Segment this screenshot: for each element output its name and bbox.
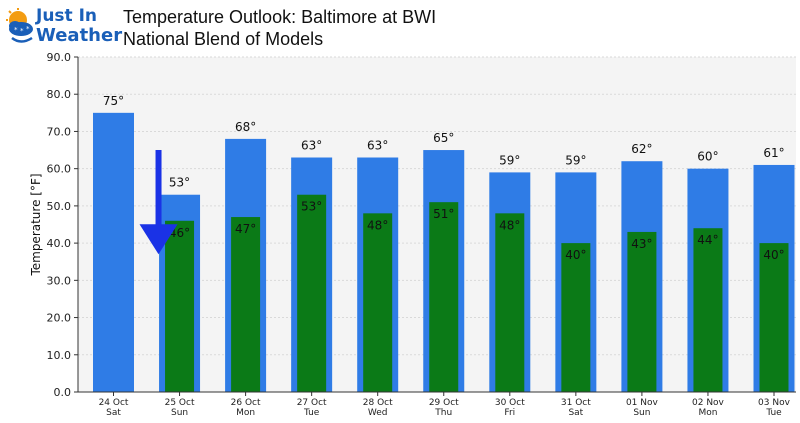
y-tick-label: 80.0 (47, 88, 72, 101)
x-tick-label-day: Sat (568, 408, 583, 418)
low-temp-label: 40° (763, 248, 784, 262)
down-arrow-head (139, 224, 178, 255)
low-temp-label: 40° (565, 248, 586, 262)
logo-text-line1: Just In (36, 6, 98, 26)
low-temp-label: 47° (235, 222, 256, 236)
value-labels: 75°53°46°68°47°63°53°63°48°65°51°59°48°5… (103, 94, 785, 262)
y-tick-label: 60.0 (47, 163, 72, 176)
high-temp-bar (93, 112, 134, 392)
x-tick-label-date: 27 Oct (297, 398, 327, 408)
x-tick-label-day: Mon (698, 408, 717, 418)
y-tick-label: 40.0 (47, 237, 72, 250)
low-temp-label: 48° (367, 218, 388, 232)
high-temp-label: 60° (697, 150, 718, 164)
chart-subtitle: National Blend of Models (123, 29, 324, 49)
logo: * * * Just In Weather (6, 6, 122, 48)
x-tick-label-day: Tue (303, 408, 320, 418)
low-temp-label: 43° (631, 237, 652, 251)
x-tick-label-day: Wed (368, 408, 388, 418)
x-tick-label-date: 01 Nov (626, 398, 659, 408)
svg-text:*: * (20, 27, 24, 35)
x-tick-label-date: 28 Oct (363, 398, 393, 408)
low-temp-label: 44° (697, 233, 718, 247)
low-temp-label: 48° (499, 218, 520, 232)
high-temp-label: 59° (565, 153, 586, 167)
x-tick-label-day: Sat (106, 408, 121, 418)
low-temp-bar (495, 213, 525, 392)
high-temp-label: 59° (499, 153, 520, 167)
y-tick-label: 90.0 (47, 51, 72, 64)
sun-cloud-icon: * * * (6, 8, 33, 43)
x-tick-label-day: Mon (236, 408, 255, 418)
logo-text-line2: Weather (36, 25, 123, 46)
y-tick-label: 70.0 (47, 125, 72, 138)
high-temp-label: 63° (367, 139, 388, 153)
x-tick-label-date: 03 Nov (758, 398, 791, 408)
low-temp-bar (627, 231, 657, 392)
annotations (139, 150, 178, 255)
x-tick-label-date: 24 Oct (99, 398, 129, 408)
high-temp-label: 62° (631, 142, 652, 156)
high-temp-label: 75° (103, 94, 124, 108)
high-temp-label: 63° (301, 139, 322, 153)
high-temp-label: 65° (433, 131, 454, 145)
low-temp-label: 51° (433, 207, 454, 221)
x-tick-label-day: Sun (171, 408, 188, 418)
low-temp-label: 53° (301, 200, 322, 214)
svg-text:*: * (14, 26, 18, 34)
x-tick-label-date: 26 Oct (231, 398, 261, 408)
y-tick-label: 30.0 (47, 274, 72, 287)
x-tick-label-day: Fri (504, 408, 515, 418)
x-tick-label-date: 31 Oct (561, 398, 591, 408)
low-temp-bar (165, 220, 195, 392)
y-tick-label: 20.0 (47, 312, 72, 325)
high-temp-label: 61° (763, 146, 784, 160)
low-temp-bar (363, 213, 393, 392)
low-temp-bar (297, 194, 327, 392)
y-tick-label: 0.0 (54, 386, 72, 399)
x-tick-label-date: 02 Nov (692, 398, 725, 408)
svg-text:*: * (26, 25, 30, 33)
y-tick-label: 50.0 (47, 200, 72, 213)
y-axis: 0.0 10.0 20.0 30.0 40.0 50.0 60.0 70.0 80.0 90.0 (47, 51, 79, 399)
x-tick-label-date: 29 Oct (429, 398, 459, 408)
high-temp-label: 68° (235, 120, 256, 134)
y-axis-title: Temperature [°F] (29, 173, 43, 276)
low-temp-bar (759, 243, 789, 392)
chart-titles: Temperature Outlook: Baltimore at BWI Na… (123, 6, 436, 50)
low-temp-bar (231, 217, 261, 392)
chart-title: Temperature Outlook: Baltimore at BWI (123, 7, 437, 27)
high-temp-label: 53° (169, 176, 190, 190)
x-tick-label-date: 30 Oct (495, 398, 525, 408)
x-tick-label-date: 25 Oct (165, 398, 195, 408)
low-temp-bar (561, 243, 591, 392)
x-tick-label-day: Sun (633, 408, 650, 418)
y-tick-label: 10.0 (47, 349, 72, 362)
x-tick-label-day: Thu (434, 408, 452, 418)
low-temp-bar (693, 228, 723, 392)
x-tick-label-day: Tue (765, 408, 782, 418)
low-temp-bar (429, 202, 459, 392)
